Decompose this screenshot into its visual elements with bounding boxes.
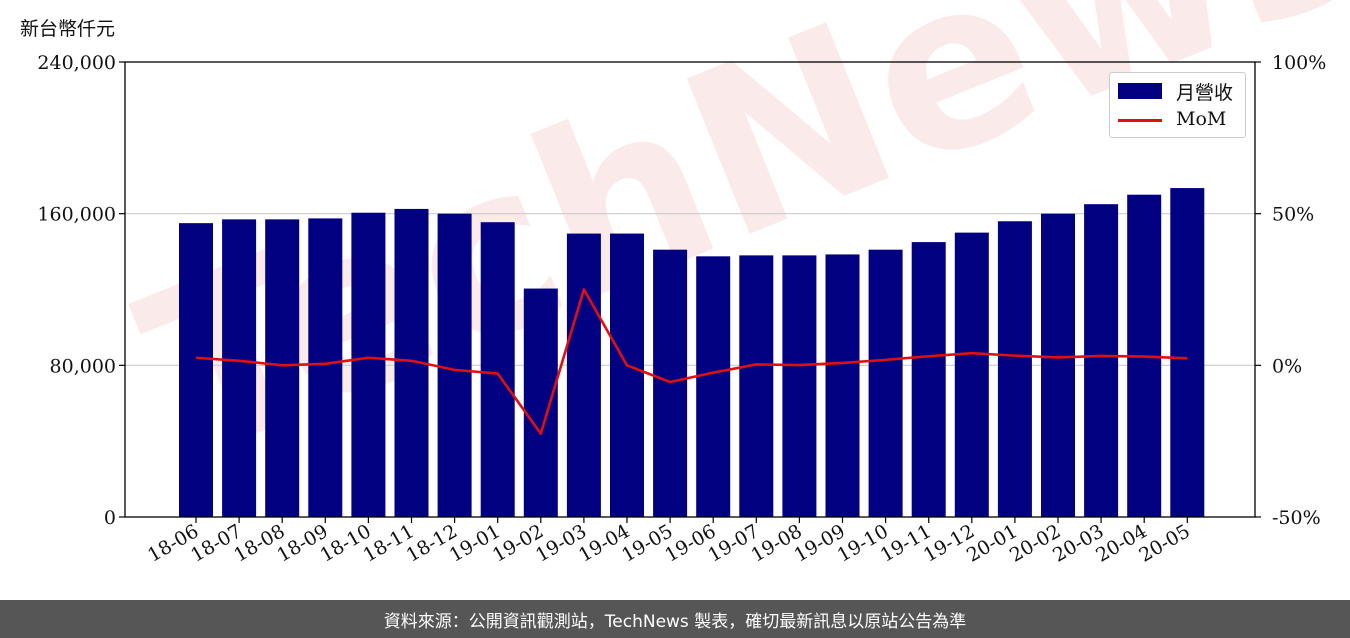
bar-20-03 [1084,204,1119,517]
left-tick-label: 80,000 [50,355,116,377]
legend-swatch-line [1118,119,1162,122]
bar-18-08 [265,219,300,517]
bar-19-08 [782,255,817,517]
bar-19-10 [868,249,903,517]
left-tick-label: 240,000 [37,52,116,74]
source-footer-text: 資料來源：公開資訊觀測站，TechNews 製表，確切最新訊息以原站公告為準 [383,611,967,632]
right-tick-label: -50% [1272,507,1321,529]
bar-18-06 [179,223,213,518]
legend-item-mom: MoM [1110,105,1245,135]
x-tick-label: 20-05 [1135,520,1193,566]
bars-layer [179,188,1205,518]
bar-19-01 [480,222,515,517]
left-tick-label: 160,000 [37,204,116,226]
bar-19-07 [739,255,774,517]
right-tick-label: 100% [1272,52,1326,74]
legend-swatch-bar [1118,83,1162,99]
legend-label-mom: MoM [1176,108,1227,130]
legend-label-revenue: 月營收 [1176,82,1234,104]
bar-20-01 [997,221,1032,517]
right-axis: -50% 0% 50% 100% [1255,52,1326,529]
bar-19-09 [825,254,860,518]
bar-19-03 [566,233,601,517]
bar-19-05 [653,249,688,517]
bar-19-06 [696,256,731,517]
legend-item-revenue: 月營收 [1110,75,1245,105]
bar-18-09 [308,218,343,517]
bar-18-10 [351,212,386,517]
right-tick-label: 0% [1272,355,1302,377]
bar-18-12 [437,213,472,517]
plot-frame [124,61,1256,518]
bar-19-02 [523,288,558,517]
bar-20-02 [1041,213,1075,517]
source-footer: 資料來源：公開資訊觀測站，TechNews 製表，確切最新訊息以原站公告為準 [0,600,1350,638]
y-axis-unit-label: 新台幣仟元 [20,18,116,40]
mom-line [195,288,1188,435]
line-layer [195,288,1188,435]
left-axis: 0 80,000 160,000 240,000 [37,52,125,529]
bar-20-05 [1170,188,1205,517]
bar-18-07 [222,219,257,517]
right-tick-label: 50% [1272,204,1314,226]
bar-19-11 [911,242,946,517]
left-tick-label: 0 [104,507,116,529]
bar-19-04 [610,233,644,517]
legend: 月營收 MoM [1109,72,1246,138]
bar-19-12 [954,232,989,517]
x-axis: 18-0618-0718-0818-0918-1018-1118-1219-01… [144,517,1194,567]
